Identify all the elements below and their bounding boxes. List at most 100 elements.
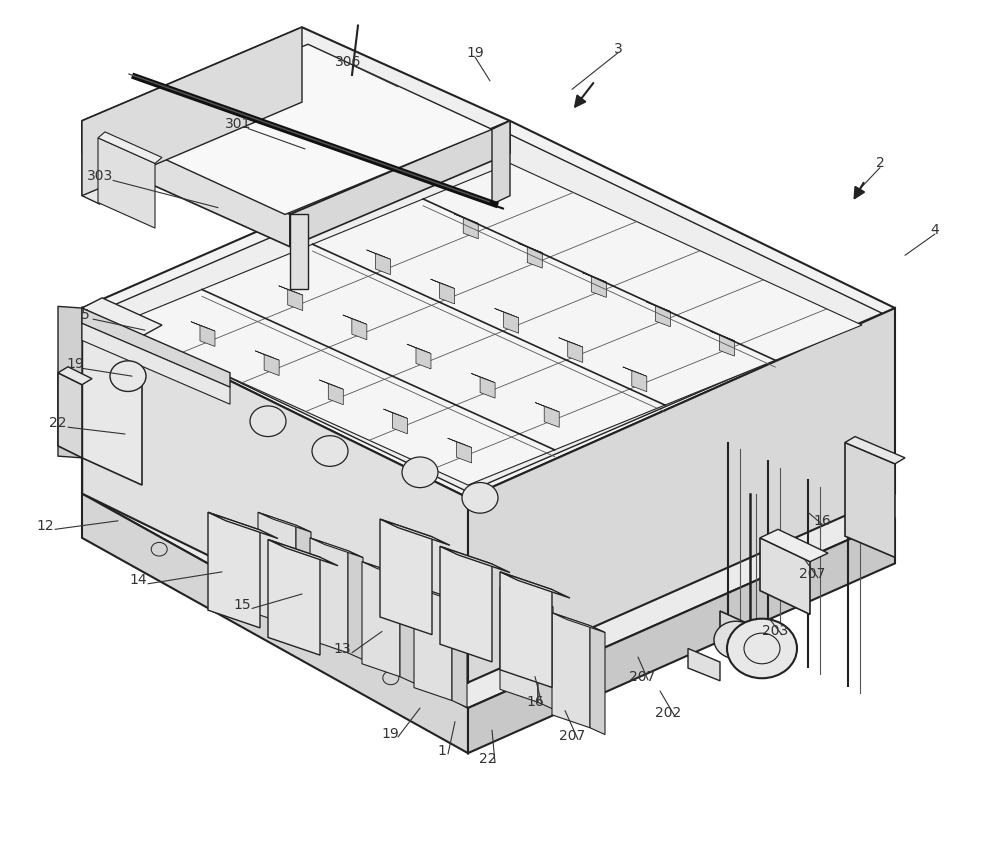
Text: 15: 15 bbox=[233, 598, 251, 612]
Polygon shape bbox=[582, 272, 606, 282]
Text: 2: 2 bbox=[876, 157, 884, 170]
Polygon shape bbox=[82, 27, 302, 196]
Polygon shape bbox=[500, 587, 538, 702]
Polygon shape bbox=[518, 243, 542, 253]
Text: 12: 12 bbox=[36, 519, 54, 533]
Polygon shape bbox=[82, 121, 895, 498]
Text: 303: 303 bbox=[87, 169, 113, 183]
Polygon shape bbox=[82, 308, 468, 683]
Text: 3: 3 bbox=[614, 42, 622, 55]
Polygon shape bbox=[760, 538, 810, 614]
Polygon shape bbox=[290, 121, 510, 247]
Polygon shape bbox=[591, 277, 606, 297]
Polygon shape bbox=[845, 437, 905, 464]
Polygon shape bbox=[343, 315, 367, 324]
Polygon shape bbox=[255, 351, 279, 360]
Text: 16: 16 bbox=[526, 695, 544, 709]
Polygon shape bbox=[535, 403, 559, 412]
Polygon shape bbox=[362, 562, 400, 677]
Text: 19: 19 bbox=[66, 357, 84, 371]
Polygon shape bbox=[191, 322, 215, 331]
Polygon shape bbox=[500, 572, 552, 688]
Polygon shape bbox=[82, 308, 230, 387]
Text: 4: 4 bbox=[931, 223, 939, 237]
Circle shape bbox=[110, 361, 146, 391]
Text: 202: 202 bbox=[655, 706, 681, 720]
Circle shape bbox=[402, 457, 438, 488]
Text: 207: 207 bbox=[629, 670, 655, 683]
Polygon shape bbox=[760, 529, 828, 562]
Polygon shape bbox=[468, 308, 895, 683]
Polygon shape bbox=[95, 134, 882, 492]
Polygon shape bbox=[414, 585, 452, 700]
Polygon shape bbox=[440, 546, 510, 573]
Polygon shape bbox=[328, 384, 343, 405]
Polygon shape bbox=[258, 512, 296, 627]
Polygon shape bbox=[710, 331, 734, 340]
Polygon shape bbox=[82, 121, 100, 204]
Polygon shape bbox=[452, 598, 467, 707]
Polygon shape bbox=[82, 298, 162, 336]
Circle shape bbox=[312, 436, 348, 466]
Polygon shape bbox=[400, 574, 415, 683]
Polygon shape bbox=[296, 525, 311, 634]
Circle shape bbox=[727, 619, 797, 678]
Polygon shape bbox=[414, 585, 467, 605]
Polygon shape bbox=[407, 344, 431, 354]
Text: 22: 22 bbox=[49, 416, 67, 430]
Polygon shape bbox=[468, 519, 895, 753]
Polygon shape bbox=[58, 373, 82, 458]
Polygon shape bbox=[559, 338, 583, 347]
Polygon shape bbox=[82, 323, 230, 404]
Polygon shape bbox=[632, 371, 647, 391]
Polygon shape bbox=[375, 254, 390, 275]
Text: 19: 19 bbox=[466, 46, 484, 60]
Polygon shape bbox=[383, 409, 407, 419]
Polygon shape bbox=[115, 163, 862, 485]
Polygon shape bbox=[719, 335, 734, 356]
Polygon shape bbox=[352, 319, 367, 340]
Polygon shape bbox=[82, 494, 468, 753]
Text: 5: 5 bbox=[81, 308, 89, 322]
Polygon shape bbox=[440, 546, 492, 662]
Polygon shape bbox=[348, 551, 363, 660]
Text: 301: 301 bbox=[225, 117, 251, 131]
Text: 1: 1 bbox=[438, 744, 446, 757]
Polygon shape bbox=[310, 538, 348, 653]
Polygon shape bbox=[82, 27, 510, 214]
Polygon shape bbox=[720, 611, 752, 654]
Polygon shape bbox=[392, 413, 407, 434]
Polygon shape bbox=[504, 312, 519, 334]
Polygon shape bbox=[82, 308, 142, 485]
Polygon shape bbox=[440, 283, 455, 304]
Polygon shape bbox=[264, 355, 279, 375]
Polygon shape bbox=[845, 443, 895, 557]
Polygon shape bbox=[58, 367, 92, 385]
Text: 19: 19 bbox=[381, 727, 399, 740]
Polygon shape bbox=[100, 44, 492, 214]
Text: 16: 16 bbox=[813, 514, 831, 528]
Polygon shape bbox=[471, 374, 495, 383]
Polygon shape bbox=[200, 325, 215, 346]
Text: 306: 306 bbox=[335, 55, 361, 69]
Polygon shape bbox=[362, 562, 415, 581]
Polygon shape bbox=[82, 306, 895, 708]
Polygon shape bbox=[688, 648, 720, 681]
Text: 22: 22 bbox=[479, 752, 497, 766]
Polygon shape bbox=[431, 279, 455, 288]
Polygon shape bbox=[463, 218, 478, 239]
Text: 207: 207 bbox=[799, 568, 825, 581]
Polygon shape bbox=[82, 121, 290, 247]
Polygon shape bbox=[366, 250, 390, 260]
Polygon shape bbox=[380, 519, 450, 545]
Polygon shape bbox=[552, 613, 590, 728]
Polygon shape bbox=[646, 302, 670, 311]
Polygon shape bbox=[319, 380, 343, 390]
Polygon shape bbox=[268, 540, 338, 566]
Polygon shape bbox=[480, 377, 495, 398]
Polygon shape bbox=[448, 438, 472, 448]
Polygon shape bbox=[290, 214, 308, 289]
Polygon shape bbox=[492, 121, 510, 204]
Text: 13: 13 bbox=[333, 643, 351, 656]
Polygon shape bbox=[495, 308, 519, 318]
